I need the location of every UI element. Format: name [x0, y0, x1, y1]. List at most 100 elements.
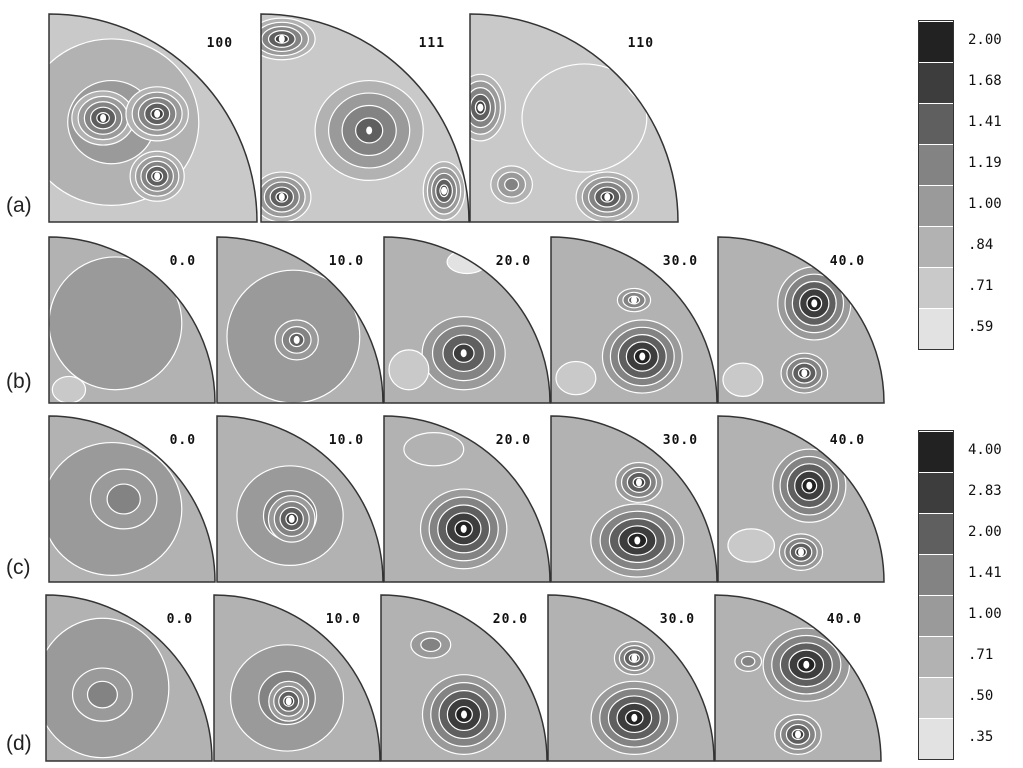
quadrant-c-2: 10.0: [216, 415, 384, 583]
quadrant-outline: [383, 236, 551, 404]
quadrant-a-2: 111: [260, 13, 470, 223]
quadrant-c-4: 30.0: [550, 415, 718, 583]
quadrant-outline: [48, 415, 216, 583]
legend-level-label: 1.41: [968, 565, 1002, 581]
contour-region: [639, 61, 658, 83]
contour-peak: [645, 68, 652, 77]
contour-region: [504, 177, 520, 192]
quadrant-outline: [48, 236, 216, 404]
contour-peak: [285, 697, 292, 706]
panel-label: 40.0: [829, 254, 866, 270]
legend-swatch: [919, 718, 953, 759]
legend-swatch: [919, 185, 953, 226]
legend-swatch: [919, 554, 953, 595]
contour-region: [403, 432, 465, 467]
panel-label: 30.0: [659, 612, 696, 628]
quadrant-plot: [547, 594, 715, 762]
quadrant-b-3: 20.0: [383, 236, 551, 404]
quadrant-d-5: 40.0: [714, 594, 882, 762]
contour-region: [740, 655, 756, 667]
contour-region: [727, 528, 776, 563]
quadrant-c-1: 0.0: [48, 415, 216, 583]
legend-swatch: [919, 431, 953, 472]
contour-region: [644, 66, 654, 78]
contour-peak: [795, 730, 801, 739]
row-label-d: (d): [6, 732, 32, 755]
legend-level-label: 1.19: [968, 155, 1002, 171]
quadrant-outline: [45, 594, 213, 762]
quadrant-plot: [383, 415, 551, 583]
quadrant-d-2: 10.0: [213, 594, 381, 762]
contour-region: [49, 256, 183, 391]
legend-level-label: .71: [968, 278, 994, 294]
legend-swatch: [919, 677, 953, 718]
row-label-a: (a): [6, 194, 32, 217]
quadrant-plot: [550, 236, 718, 404]
quadrant-plot: [260, 13, 470, 223]
contour-peak: [811, 299, 818, 308]
quadrant-outline: [717, 236, 885, 404]
legend-swatch: [919, 144, 953, 185]
contour-peak: [100, 114, 107, 122]
panel-label: 10.0: [325, 612, 362, 628]
quadrant-a-3: 110: [469, 13, 679, 223]
legend-swatch: [919, 21, 953, 62]
quadrant-plot: [48, 13, 258, 223]
quadrant-a-1: 100: [48, 13, 258, 223]
quadrant-plot: [717, 415, 885, 583]
panel-label: 10.0: [328, 254, 365, 270]
quadrant-plot: [717, 236, 885, 404]
legend-swatch: [919, 267, 953, 308]
contour-peak: [293, 335, 300, 344]
legend-swatch: [919, 226, 953, 267]
contour-region: [521, 63, 648, 173]
contour-peak: [441, 186, 448, 195]
quadrant-d-3: 20.0: [380, 594, 548, 762]
legend-level-label: .50: [968, 688, 994, 704]
contour-region: [635, 57, 662, 88]
contour-region: [722, 362, 764, 397]
contour-peak: [278, 34, 285, 43]
contour-peak: [461, 710, 467, 719]
contour-peak: [460, 524, 467, 533]
contour-peak: [639, 352, 646, 361]
legend-level-label: .71: [968, 647, 994, 663]
contour-region: [106, 483, 141, 515]
panel-label: 40.0: [826, 612, 863, 628]
contour-peak: [278, 193, 285, 202]
legend-level-label: 1.00: [968, 196, 1002, 212]
quadrant-b-2: 10.0: [216, 236, 384, 404]
legend-colorbar: [918, 430, 954, 760]
panel-label: 20.0: [492, 612, 529, 628]
contour-peak: [635, 478, 642, 487]
contour-peak: [803, 660, 810, 669]
contour-region: [623, 42, 675, 102]
legend-colorbar: [918, 20, 954, 350]
quadrant-outline: [550, 415, 718, 583]
contour-peak: [631, 296, 637, 305]
legend-swatch: [919, 103, 953, 144]
legend-swatch: [919, 636, 953, 677]
quadrant-plot: [380, 594, 548, 762]
quadrant-outline: [383, 415, 551, 583]
legend-swatch: [919, 308, 953, 349]
quadrant-outline: [469, 13, 679, 223]
panel-label: 40.0: [829, 433, 866, 449]
quadrant-outline: [216, 415, 384, 583]
contour-region: [555, 360, 597, 396]
quadrant-b-1: 0.0: [48, 236, 216, 404]
quadrant-c-3: 20.0: [383, 415, 551, 583]
legend-level-label: 1.41: [968, 114, 1002, 130]
contour-peak: [631, 654, 638, 663]
quadrant-plot: [216, 415, 384, 583]
contour-region: [388, 349, 430, 391]
contour-peak: [477, 103, 484, 112]
panel-label: 111: [418, 35, 446, 51]
row-label-b: (b): [6, 370, 32, 393]
legend-swatch: [919, 62, 953, 103]
quadrant-b-4: 30.0: [550, 236, 718, 404]
contour-peak: [634, 536, 641, 545]
panel-label: 110: [627, 35, 655, 51]
legend-level-label: 2.83: [968, 483, 1002, 499]
